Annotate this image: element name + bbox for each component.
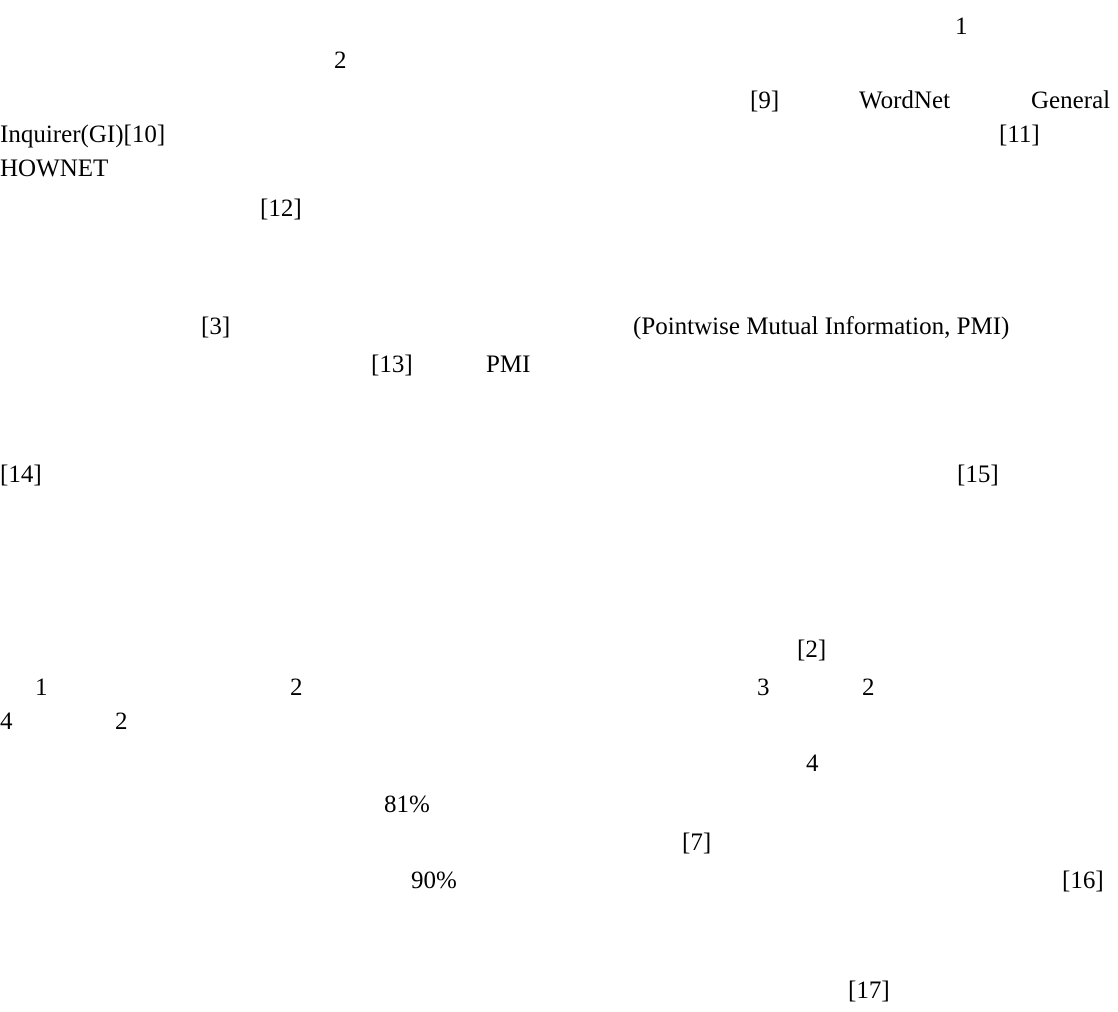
- term-text: PMI: [486, 351, 531, 378]
- list-number: 1: [35, 674, 48, 701]
- citation-ref: [2]: [797, 636, 827, 663]
- list-number: 3: [757, 674, 770, 701]
- citation-ref: [12]: [260, 195, 302, 222]
- citation-ref: [7]: [682, 829, 712, 856]
- footnote-number: 2: [334, 47, 347, 74]
- citation-ref: [9]: [750, 87, 780, 114]
- number-text: 4: [806, 750, 819, 777]
- citation-ref: [13]: [371, 351, 413, 378]
- citation-ref: [16]: [1062, 867, 1104, 894]
- citation-ref: [3]: [201, 313, 231, 340]
- percentage-text: 81%: [384, 791, 430, 818]
- term-text: HOWNET: [0, 155, 109, 182]
- term-text: (Pointwise Mutual Information, PMI): [633, 313, 1010, 340]
- citation-ref: [11]: [999, 121, 1040, 148]
- term-text: General: [1031, 87, 1111, 114]
- citation-ref: [17]: [848, 977, 890, 1004]
- citation-ref: [15]: [957, 461, 999, 488]
- list-number: 2: [862, 674, 875, 701]
- footnote-number: 1: [955, 13, 968, 40]
- percentage-text: 90%: [411, 867, 457, 894]
- citation-ref: [14]: [0, 461, 42, 488]
- term-text: Inquirer(GI)[10]: [0, 121, 166, 148]
- list-number: 4: [0, 708, 13, 735]
- list-number: 2: [115, 708, 128, 735]
- list-number: 2: [290, 674, 303, 701]
- term-text: WordNet: [859, 87, 951, 114]
